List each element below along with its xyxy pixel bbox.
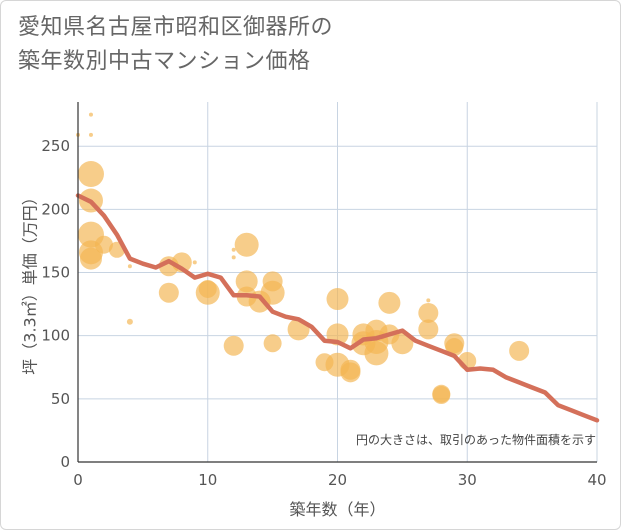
y-axis-label: 坪（3.3㎡）単価（万円） bbox=[21, 189, 40, 374]
x-tick-label: 0 bbox=[73, 471, 83, 489]
data-point bbox=[509, 340, 530, 361]
data-point bbox=[77, 161, 104, 187]
data-point bbox=[263, 334, 282, 353]
tick-labels: 0 50 100 150 200 250 0 10 20 30 40 bbox=[41, 137, 606, 489]
data-point bbox=[445, 338, 464, 357]
chart-title: 愛知県名古屋市昭和区御器所の 築年数別中古マンション価格 bbox=[18, 11, 333, 79]
data-point bbox=[340, 362, 361, 383]
grid-lines bbox=[78, 102, 598, 462]
data-point bbox=[391, 332, 414, 355]
data-point bbox=[88, 132, 93, 137]
y-tick-label: 100 bbox=[41, 327, 70, 345]
axes bbox=[77, 102, 597, 463]
bubble-size-note: 円の大きさは、取引のあった物件面積を示す bbox=[356, 432, 596, 447]
y-tick-label: 50 bbox=[51, 390, 70, 408]
data-point bbox=[192, 260, 197, 265]
y-tick-label: 0 bbox=[60, 453, 70, 471]
x-tick-label: 30 bbox=[458, 471, 477, 489]
chart-title-line-1: 愛知県名古屋市昭和区御器所の bbox=[18, 15, 334, 40]
data-point bbox=[195, 280, 220, 305]
data-point bbox=[418, 319, 439, 340]
data-point bbox=[127, 264, 132, 269]
data-point bbox=[88, 112, 93, 117]
data-point bbox=[94, 235, 113, 254]
data-point bbox=[234, 232, 259, 257]
data-point bbox=[418, 302, 439, 323]
data-point bbox=[326, 288, 349, 311]
y-tick-label: 200 bbox=[41, 200, 70, 218]
chart-title-line-2: 築年数別中古マンション価格 bbox=[18, 49, 311, 74]
data-point bbox=[79, 247, 102, 270]
data-point bbox=[231, 255, 236, 260]
data-point bbox=[432, 386, 451, 405]
data-point bbox=[158, 282, 179, 303]
data-point bbox=[126, 318, 133, 325]
x-tick-label: 40 bbox=[587, 471, 606, 489]
x-tick-label: 20 bbox=[328, 471, 347, 489]
trend-line-group bbox=[75, 193, 600, 423]
trend-line bbox=[75, 193, 600, 423]
data-point bbox=[364, 341, 389, 366]
data-point bbox=[223, 335, 244, 356]
y-tick-label: 150 bbox=[41, 264, 70, 282]
data-point bbox=[378, 291, 401, 314]
data-point bbox=[426, 298, 431, 303]
x-axis-label: 築年数（年） bbox=[289, 500, 385, 519]
y-tick-label: 250 bbox=[41, 137, 70, 155]
data-point bbox=[231, 247, 236, 252]
x-tick-label: 10 bbox=[198, 471, 217, 489]
data-point bbox=[260, 280, 285, 305]
data-point bbox=[235, 270, 258, 293]
